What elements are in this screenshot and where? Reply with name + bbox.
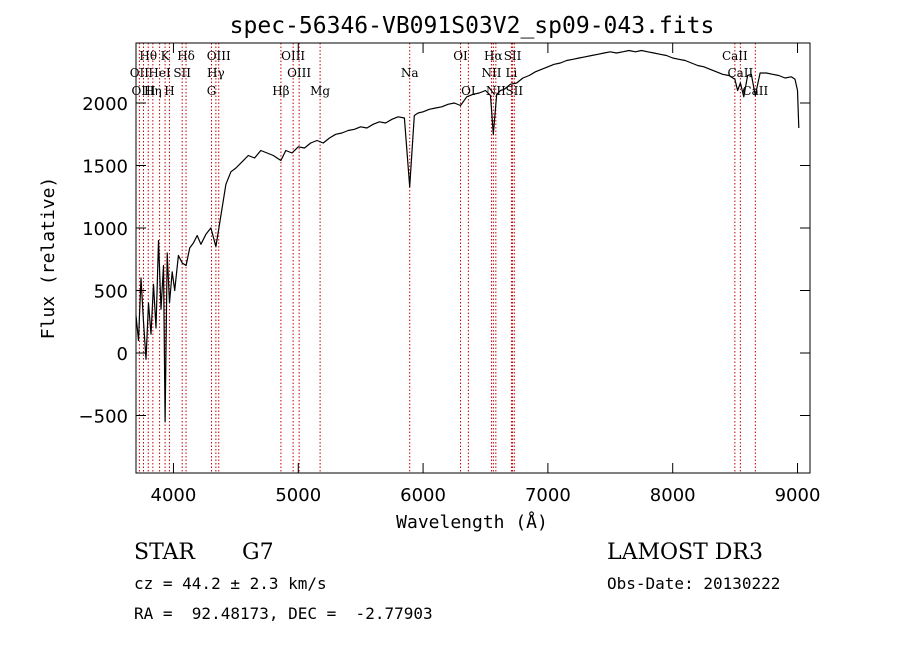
survey-name: LAMOST DR3 [607,540,763,565]
line-label-26: SII [505,84,523,98]
x-tick-label-4: 8000 [650,485,696,506]
line-label-12: Hγ [207,66,225,80]
chart-title: spec-56346-VB091S03V2_sp09-043.fits [230,13,715,39]
line-label-6: Hα [484,49,503,63]
line-label-10: HeI [148,66,171,80]
line-label-17: CaII [727,66,753,80]
plot-frame [135,42,811,474]
x-tick-label-3: 7000 [525,485,571,506]
line-label-3: OIII [207,49,231,63]
line-label-11: SII [173,66,191,80]
y-axis-label: Flux (relative) [38,177,59,340]
axis-ticks: 4000 5000 6000 7000 8000 9000 −500 0 500 1000 1500… [79,43,821,506]
line-label-2: Hδ [177,49,195,63]
line-label-22: Hβ [272,84,289,98]
y-tick-label-3: 1000 [82,219,128,240]
line-label-16: Li [506,66,518,80]
observation-date: Obs-Date: 20130222 [607,574,781,593]
sky-coordinates: RA = 92.48173, DEC = -2.77903 [134,604,433,623]
spectral-line-markers [138,43,756,473]
y-tick-label-5: 2000 [82,94,128,115]
line-label-19: Hη [144,84,162,98]
y-tick-label-1: 0 [117,344,128,365]
x-tick-label-2: 6000 [400,485,446,506]
line-label-27: CaII [742,84,768,98]
x-axis-label: Wavelength (Å) [396,511,548,533]
object-subclass: G7 [242,540,274,565]
line-label-1: K [161,49,171,63]
x-tick-label-1: 5000 [275,485,321,506]
line-label-23: Mg [310,84,330,98]
line-label-5: OI [453,49,468,63]
line-label-13: OIII [287,66,311,80]
spectrum-series-line [135,49,800,423]
redshift-velocity: cz = 44.2 ± 2.3 km/s [134,574,327,593]
y-tick-label-4: 1500 [82,157,128,178]
line-label-7: SII [504,49,522,63]
line-label-0: Hθ [139,49,157,63]
x-tick-label-0: 4000 [151,485,197,506]
x-tick-label-5: 9000 [775,485,821,506]
line-label-9: OII [130,66,150,80]
line-label-8: CaII [722,49,748,63]
y-tick-label-2: 500 [94,282,128,303]
line-label-20: H [164,84,174,98]
line-label-14: Na [401,66,419,80]
object-class: STAR [134,540,195,565]
y-tick-label-0: −500 [79,407,128,428]
line-label-15: NII [481,66,501,80]
line-label-4: OIII [281,49,305,63]
line-label-18: OIII [131,84,155,98]
line-label-21: G [207,84,217,98]
line-label-25: NII [486,84,506,98]
